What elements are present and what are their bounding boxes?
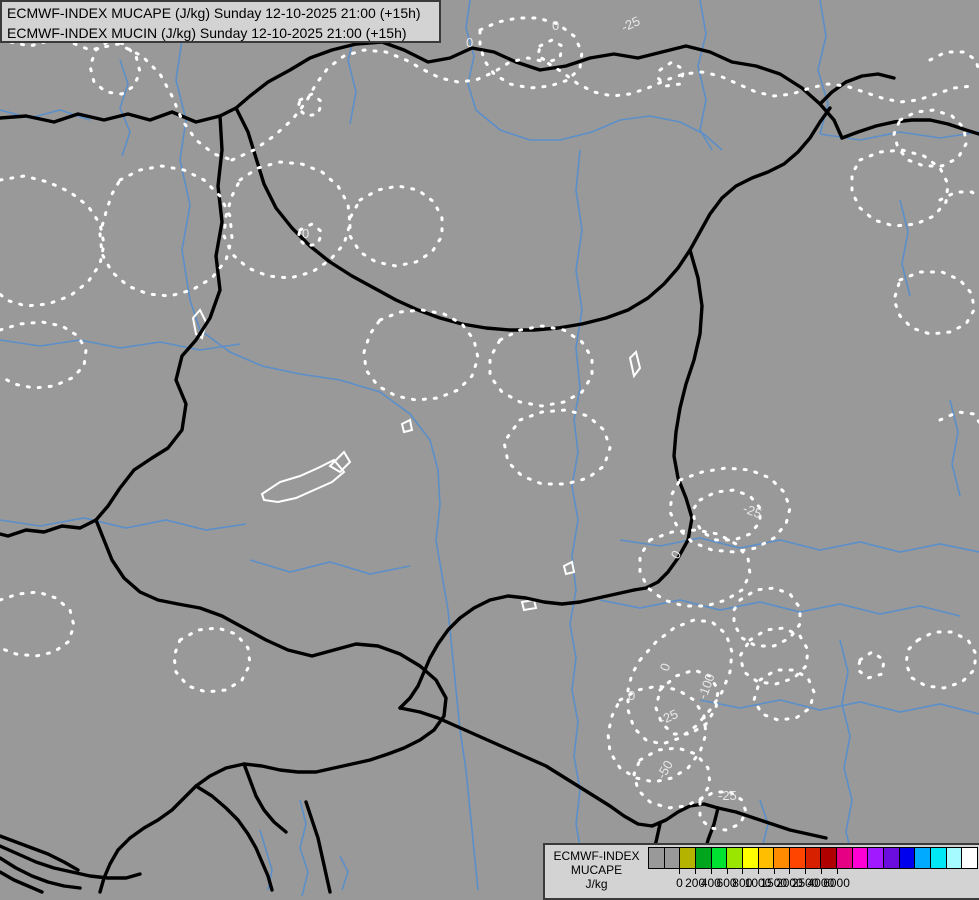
colorbar-swatch-7 — [758, 848, 775, 868]
colorbar-swatch-8 — [774, 848, 791, 868]
contour-label-neg25c: -25 — [657, 706, 680, 728]
colorbar-tick-label-2500: 2500 — [791, 876, 819, 890]
legend-panel: ECMWF-INDEX MUCAPE J/kg 0 200 400 600 800 100… — [543, 843, 979, 900]
contour-label-neg25: -25 — [619, 13, 642, 35]
lake-velence — [400, 418, 414, 434]
colorbar-tick-1000 — [758, 869, 759, 874]
colorbar-swatch-6 — [743, 848, 759, 868]
legend-caption: ECMWF-INDEX MUCAPE J/kg — [545, 845, 648, 891]
colorbar-swatch-19 — [946, 848, 963, 868]
colorbar-swatch-14 — [868, 848, 885, 868]
colorbar[interactable] — [648, 847, 978, 869]
contour-label-neg25d: -25 — [718, 788, 737, 803]
colorbar-tick-label-800: 800 — [732, 876, 753, 890]
colorbar-tick-label-6000: 6000 — [823, 876, 850, 890]
contour-label-0e: 0 — [628, 688, 635, 703]
colorbar-tick-label-400: 400 — [700, 876, 721, 890]
lake-small-2 — [562, 560, 576, 576]
contour-label-0b: 0 — [552, 18, 559, 33]
colorbar-tick-800 — [742, 869, 744, 874]
map-title-box: ECMWF-INDEX MUCAPE (J/kg) Sunday 12-10-2… — [0, 0, 441, 43]
legend-caption-param: MUCAPE — [570, 863, 623, 877]
colorbar-ticks — [648, 869, 978, 878]
colorbar-tick-label-1000: 1000 — [744, 876, 772, 890]
colorbar-tick-label-4000: 4000 — [807, 876, 835, 890]
contour-label-0: 0 — [466, 35, 473, 50]
mucin-contours-layer — [0, 16, 979, 832]
colorbar-tick-label-2000: 2000 — [776, 876, 803, 890]
colorbar-tick-6000 — [836, 869, 838, 874]
lake-small-3 — [520, 598, 538, 612]
colorbar-swatch-3 — [696, 848, 712, 868]
colorbar-tick-label-200: 200 — [685, 876, 706, 890]
colorbar-tick-0 — [679, 869, 681, 874]
lake-balaton-east — [328, 450, 352, 474]
contour-label-neg25b: -25 — [741, 501, 764, 522]
title-line-mucape: ECMWF-INDEX MUCAPE (J/kg) Sunday 12-10-2… — [7, 5, 421, 21]
colorbar-tick-1500 — [773, 869, 775, 874]
colorbar-tick-400 — [710, 869, 712, 874]
colorbar-tick-4000 — [820, 869, 822, 874]
colorbar-swatch-9 — [790, 848, 806, 868]
contour-label-0d: 0 — [657, 661, 674, 673]
colorbar-swatch-10 — [805, 848, 822, 868]
colorbar-tick-label-1500: 1500 — [760, 876, 788, 890]
lake-balaton — [260, 458, 346, 504]
legend-caption-model: ECMWF-INDEX — [553, 849, 640, 863]
title-line-mucin: ECMWF-INDEX MUCIN (J/kg) Sunday 12-10-20… — [7, 25, 407, 41]
colorbar-swatch-17 — [915, 848, 932, 868]
colorbar-swatch-13 — [852, 848, 869, 868]
colorbar-swatch-16 — [899, 848, 916, 868]
colorbar-tick-labels: 0 200 400 600 800 1000 1500 2000 2500 4000 6000 — [648, 876, 979, 894]
colorbar-swatch-1 — [664, 848, 681, 868]
legend-scale: 0 200 400 600 800 1000 1500 2000 2500 4000 6000 — [648, 845, 979, 894]
colorbar-swatch-12 — [837, 848, 853, 868]
legend-caption-units: J/kg — [585, 877, 608, 891]
contour-label-0f: 0 — [302, 226, 309, 241]
colorbar-swatch-11 — [821, 848, 838, 868]
colorbar-swatch-15 — [884, 848, 900, 868]
colorbar-tick-200 — [695, 869, 697, 874]
colorbar-swatch-5 — [727, 848, 744, 868]
colorbar-swatch-0 — [649, 848, 665, 868]
colorbar-swatch-2 — [680, 848, 697, 868]
colorbar-tick-2500 — [805, 869, 807, 874]
colorbar-swatch-4 — [711, 848, 728, 868]
colorbar-swatch-20 — [962, 848, 978, 868]
colorbar-tick-600 — [726, 869, 728, 874]
colorbar-swatch-18 — [931, 848, 947, 868]
colorbar-tick-label-0: 0 — [676, 876, 683, 890]
lake-small-1 — [628, 350, 642, 379]
colorbar-tick-2000 — [789, 869, 791, 874]
colorbar-tick-label-600: 600 — [716, 876, 737, 890]
